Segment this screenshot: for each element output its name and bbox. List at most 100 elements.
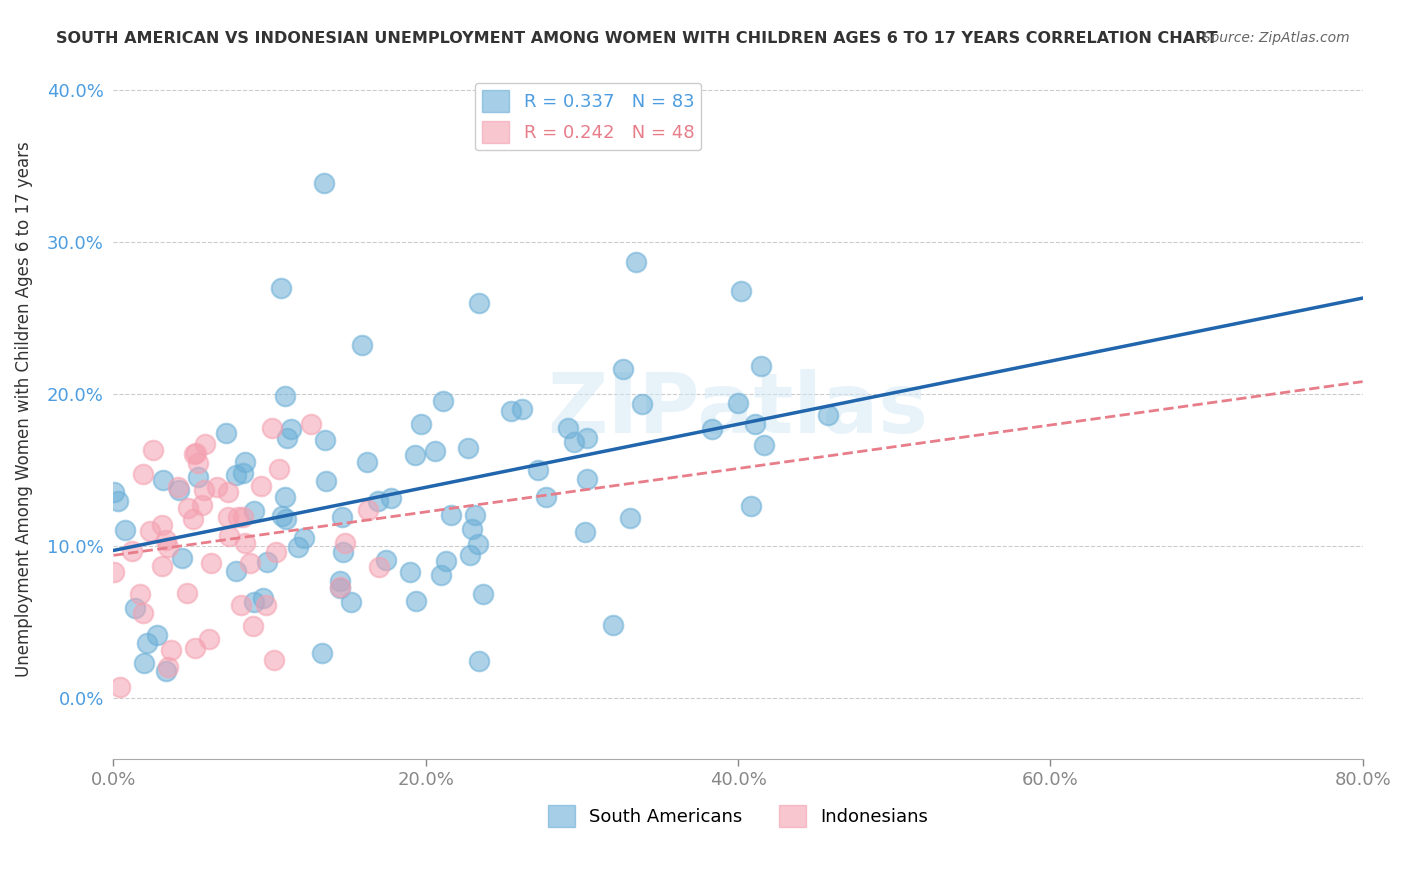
South Americans	[242, 595, 264, 609]
South Americans	[315, 474, 337, 488]
Indonesians	[217, 510, 239, 524]
South Americans	[152, 473, 174, 487]
South Americans	[631, 397, 654, 411]
South Americans	[314, 433, 336, 447]
South Americans	[536, 490, 558, 504]
Indonesians	[194, 436, 217, 450]
Indonesians	[132, 467, 155, 482]
South Americans	[270, 281, 292, 295]
Text: SOUTH AMERICAN VS INDONESIAN UNEMPLOYMENT AMONG WOMEN WITH CHILDREN AGES 6 TO 17: SOUTH AMERICAN VS INDONESIAN UNEMPLOYMEN…	[56, 31, 1218, 46]
South Americans	[404, 448, 426, 462]
Indonesians	[121, 544, 143, 558]
South Americans	[574, 525, 596, 540]
South Americans	[340, 595, 363, 609]
South Americans	[332, 544, 354, 558]
South Americans	[471, 587, 494, 601]
South Americans	[155, 664, 177, 678]
South Americans	[754, 438, 776, 452]
Indonesians	[139, 524, 162, 538]
Indonesians	[184, 640, 207, 655]
Indonesians	[239, 556, 262, 570]
Indonesians	[156, 540, 179, 554]
Indonesians	[242, 619, 264, 633]
South Americans	[274, 389, 297, 403]
South Americans	[619, 510, 641, 524]
South Americans	[146, 627, 169, 641]
South Americans	[423, 444, 446, 458]
Indonesians	[160, 642, 183, 657]
Indonesians	[167, 480, 190, 494]
South Americans	[409, 417, 432, 431]
Indonesians	[269, 462, 291, 476]
South Americans	[730, 284, 752, 298]
South Americans	[499, 404, 522, 418]
South Americans	[287, 540, 309, 554]
South Americans	[276, 432, 298, 446]
South Americans	[432, 393, 454, 408]
South Americans	[167, 483, 190, 497]
Indonesians	[229, 599, 252, 613]
South Americans	[464, 508, 486, 523]
Indonesians	[233, 536, 256, 550]
South Americans	[274, 512, 297, 526]
South Americans	[468, 655, 491, 669]
South Americans	[135, 635, 157, 649]
Indonesians	[329, 580, 352, 594]
Indonesians	[232, 510, 254, 524]
Indonesians	[103, 565, 125, 579]
South Americans	[399, 565, 422, 579]
South Americans	[624, 255, 647, 269]
Indonesians	[132, 606, 155, 620]
Indonesians	[299, 417, 322, 431]
South Americans	[817, 408, 839, 422]
South Americans	[243, 504, 266, 518]
South Americans	[329, 574, 352, 589]
South Americans	[271, 508, 294, 523]
Indonesians	[155, 533, 177, 548]
South Americans	[356, 455, 378, 469]
Indonesians	[368, 560, 391, 574]
South Americans	[562, 434, 585, 449]
Indonesians	[177, 500, 200, 515]
South Americans	[460, 549, 482, 563]
South Americans	[352, 337, 374, 351]
Indonesians	[357, 503, 380, 517]
Indonesians	[218, 529, 240, 543]
South Americans	[434, 554, 457, 568]
Indonesians	[142, 443, 165, 458]
South Americans	[576, 472, 599, 486]
South Americans	[215, 426, 238, 441]
Indonesians	[333, 535, 356, 549]
South Americans	[330, 510, 353, 524]
Indonesians	[264, 545, 287, 559]
South Americans	[461, 522, 484, 536]
Indonesians	[150, 558, 173, 573]
Indonesians	[150, 517, 173, 532]
South Americans	[114, 523, 136, 537]
South Americans	[256, 555, 278, 569]
Indonesians	[176, 586, 198, 600]
Indonesians	[157, 660, 180, 674]
South Americans	[527, 463, 550, 477]
South Americans	[170, 550, 193, 565]
South Americans	[467, 537, 489, 551]
Indonesians	[108, 680, 131, 694]
South Americans	[727, 395, 749, 409]
Indonesians	[217, 484, 239, 499]
Indonesians	[183, 447, 205, 461]
Indonesians	[260, 420, 283, 434]
South Americans	[702, 422, 724, 436]
South Americans	[252, 591, 274, 606]
South Americans	[749, 359, 772, 373]
Indonesians	[181, 512, 204, 526]
South Americans	[440, 508, 463, 522]
South Americans	[232, 467, 254, 481]
South Americans	[225, 468, 247, 483]
Indonesians	[249, 479, 271, 493]
Indonesians	[200, 556, 222, 570]
South Americans	[235, 455, 257, 469]
South Americans	[225, 564, 247, 578]
South Americans	[312, 176, 335, 190]
South Americans	[367, 494, 389, 508]
South Americans	[273, 490, 295, 504]
